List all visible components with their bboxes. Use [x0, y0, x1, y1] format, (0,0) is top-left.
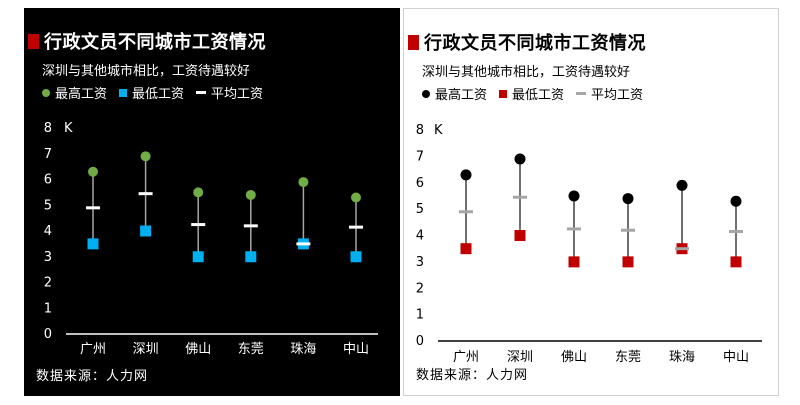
x-category-label: 广州: [453, 350, 479, 365]
min-point: [140, 225, 152, 237]
legend-label-max: 最高工资: [435, 88, 488, 103]
chart-subtitle: 深圳与其他城市相比，工资待遇较好: [42, 64, 251, 79]
max-point: [514, 153, 526, 165]
min-marker-icon: [499, 89, 508, 98]
legend-item-max: 最高工资: [422, 84, 487, 103]
max-point: [622, 193, 634, 205]
y-tick-label: 4: [44, 224, 52, 239]
x-category-label: 珠海: [290, 342, 316, 357]
min-point: [350, 251, 362, 263]
min-point: [568, 256, 580, 268]
min-point: [514, 230, 526, 241]
x-category-label: 中山: [723, 350, 749, 365]
min-point: [192, 251, 204, 263]
title-marker-icon: [408, 34, 419, 50]
legend: 最高工资 最低工资 平均工资: [422, 84, 655, 103]
x-category-label: 中山: [343, 342, 369, 357]
max-point: [245, 189, 256, 200]
y-tick-label: 7: [416, 149, 424, 164]
x-category-label: 广州: [80, 342, 106, 357]
legend-item-max: 最高工资: [42, 83, 107, 102]
x-category-label: 深圳: [133, 342, 159, 357]
max-point: [88, 166, 98, 177]
legend-item-avg: 平均工资: [196, 83, 263, 102]
y-tick-label: 3: [44, 250, 52, 265]
y-tick-label: 2: [416, 281, 424, 296]
y-axis-unit-label: K: [434, 123, 443, 138]
x-category-label: 东莞: [615, 350, 641, 365]
chart-plot-area: 0 1 2 3 4 5 6 7 8 K 广州 深圳 佛山 东莞 珠海 中山: [416, 123, 762, 365]
y-tick-label: 0: [416, 334, 424, 349]
y-tick-label: 7: [44, 147, 52, 162]
title-row: 行政文员不同城市工资情况: [28, 28, 266, 54]
chart-title: 行政文员不同城市工资情况: [44, 32, 266, 53]
title-row: 行政文员不同城市工资情况: [408, 29, 646, 55]
data-source: 数据来源：人力网: [36, 369, 149, 384]
y-tick-label: 4: [416, 229, 424, 244]
y-tick-label: 1: [416, 308, 424, 323]
x-category-label: 东莞: [238, 342, 264, 357]
min-point: [460, 243, 472, 255]
chart-plot-area: 0 1 2 3 4 5 6 7 8 K 广州 深圳 佛山 东莞 珠海 中山: [44, 121, 378, 357]
x-category-label: 深圳: [507, 350, 533, 365]
y-tick-label: 8: [44, 121, 52, 136]
y-tick-label: 8: [416, 123, 424, 138]
min-point: [730, 256, 742, 268]
legend-label-max: 最高工资: [55, 87, 108, 102]
x-category-label: 佛山: [561, 350, 587, 365]
title-marker-icon: [28, 33, 39, 49]
legend-label-avg: 平均工资: [211, 87, 264, 102]
max-point: [730, 195, 742, 207]
legend-label-avg: 平均工资: [591, 88, 644, 103]
chart-panel-dark: 行政文员不同城市工资情况 深圳与其他城市相比，工资待遇较好 最高工资 最低工资 …: [24, 8, 400, 396]
y-tick-label: 6: [44, 173, 52, 188]
legend-item-avg: 平均工资: [576, 84, 643, 103]
max-point: [193, 187, 204, 198]
y-tick-label: 0: [44, 327, 52, 342]
x-category-label: 佛山: [185, 342, 211, 357]
max-point: [351, 192, 361, 203]
min-point: [245, 251, 257, 263]
legend-item-min: 最低工资: [119, 83, 184, 102]
chart-panel-light: 行政文员不同城市工资情况 深圳与其他城市相比，工资待遇较好 最高工资 最低工资 …: [403, 8, 779, 396]
y-tick-label: 5: [44, 198, 52, 213]
max-marker-icon: [42, 88, 50, 97]
chart-subtitle: 深圳与其他城市相比，工资待遇较好: [422, 65, 631, 80]
legend-label-min: 最低工资: [512, 88, 565, 103]
x-category-label: 珠海: [669, 350, 695, 365]
min-marker-icon: [119, 88, 128, 97]
max-point: [568, 190, 580, 202]
data-source: 数据来源：人力网: [416, 368, 529, 383]
y-tick-label: 2: [44, 276, 52, 291]
legend-item-min: 最低工资: [499, 84, 564, 103]
min-point: [87, 238, 99, 250]
max-point: [676, 179, 688, 191]
y-axis-unit-label: K: [64, 121, 73, 136]
y-tick-label: 3: [416, 255, 424, 270]
y-tick-label: 1: [44, 301, 52, 316]
max-point: [140, 151, 151, 162]
legend: 最高工资 最低工资 平均工资: [42, 83, 275, 102]
min-point: [622, 256, 634, 268]
avg-marker-icon: [196, 91, 207, 94]
legend-label-min: 最低工资: [132, 87, 185, 102]
chart-title: 行政文员不同城市工资情况: [424, 33, 646, 54]
max-marker-icon: [422, 89, 430, 98]
max-point: [460, 169, 472, 181]
y-tick-label: 5: [416, 202, 424, 217]
max-point: [298, 177, 309, 188]
avg-marker-icon: [576, 92, 587, 95]
y-tick-label: 6: [416, 176, 424, 191]
